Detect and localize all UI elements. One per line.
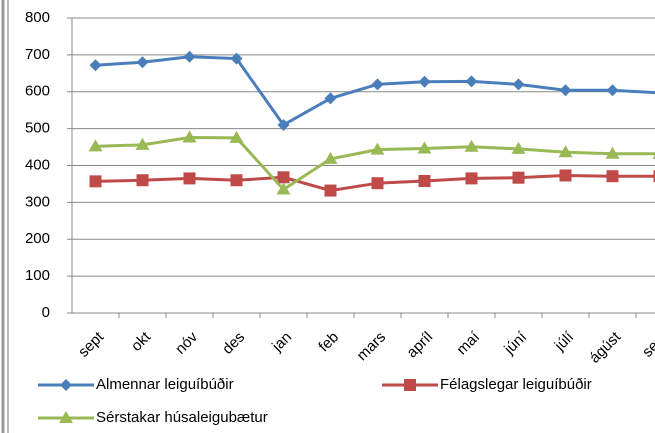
y-tick-label: 700 [25,46,50,63]
marker [652,154,655,159]
y-tick-label: 300 [25,193,50,210]
marker [89,59,102,72]
marker [511,141,526,154]
marker [136,174,149,187]
marker [404,379,416,391]
marker [324,184,337,197]
marker [606,84,619,97]
marker [88,139,103,152]
marker [465,172,478,185]
legend-label: Félagslegar leiguíbúðir [440,376,592,393]
legend-label: Sérstakar húsaleigubætur [96,409,268,426]
marker [418,75,431,88]
y-tick-label: 800 [25,9,50,26]
marker [371,78,384,91]
marker [229,130,244,143]
marker [89,175,102,188]
y-tick-label: 100 [25,267,50,284]
y-tick-label: 0 [42,304,50,321]
marker [277,118,290,131]
marker [559,84,572,97]
marker [59,411,73,423]
marker [371,177,384,190]
y-tick-label: 200 [25,230,50,247]
y-tick-label: 400 [25,156,50,173]
marker [182,130,197,143]
marker [605,146,620,159]
marker [559,169,572,182]
marker [230,174,243,187]
legend-label: Almennar leiguíbúðir [96,376,234,393]
marker [512,171,525,184]
marker [558,145,573,158]
marker [136,56,149,69]
marker [183,50,196,63]
marker [512,78,525,91]
marker [464,139,479,152]
marker [323,151,338,164]
marker [653,170,655,183]
marker [135,137,150,150]
marker [277,171,290,184]
y-tick-label: 500 [25,120,50,137]
marker [324,92,337,105]
marker [183,172,196,185]
marker [370,142,385,155]
marker [417,141,432,154]
marker [465,75,478,88]
marker [276,182,291,195]
marker [60,379,72,391]
marker [606,170,619,183]
marker [230,52,243,65]
marker [418,174,431,187]
y-tick-label: 600 [25,83,50,100]
